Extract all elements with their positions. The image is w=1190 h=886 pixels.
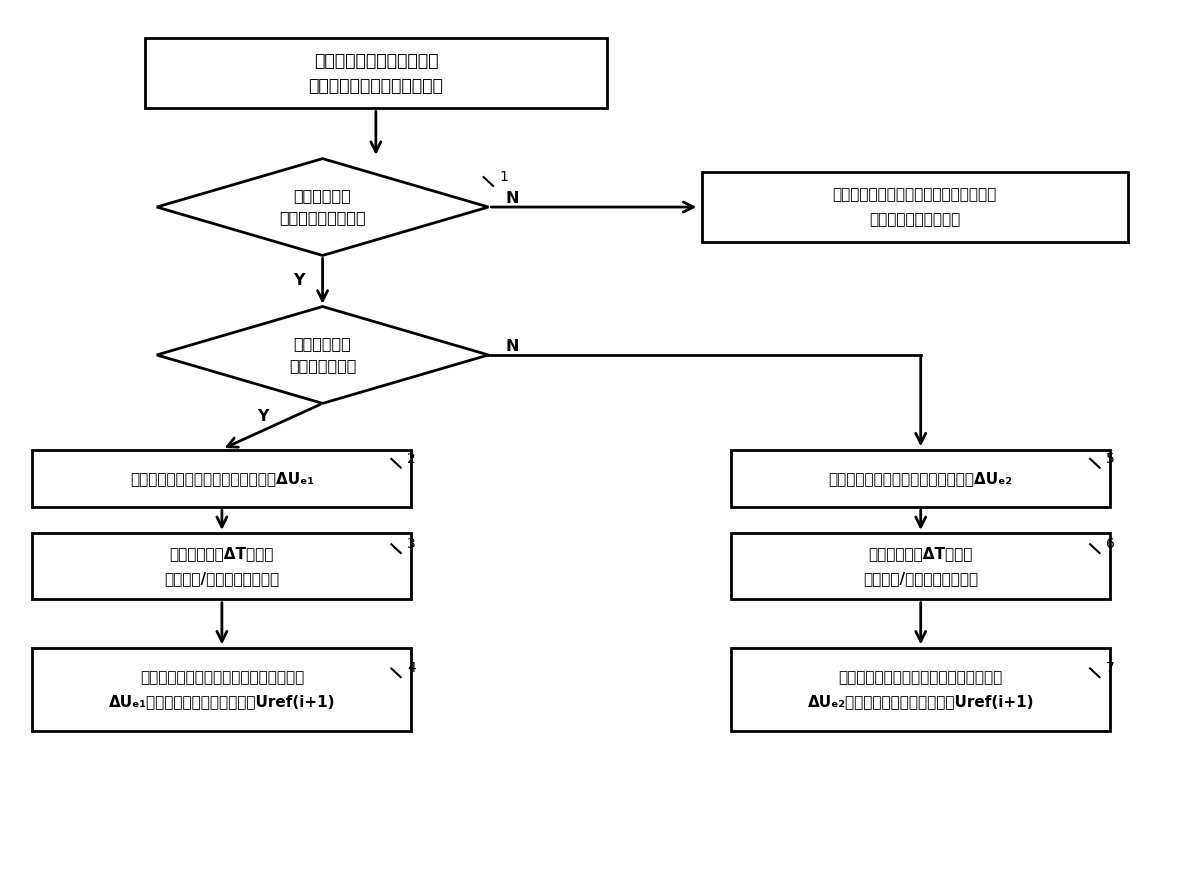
Text: N: N [506, 338, 519, 354]
Text: 投滤波器组或: 投滤波器组或 [294, 337, 351, 352]
FancyBboxPatch shape [32, 449, 412, 507]
Text: 滤波器组/电容器组切除稳定: 滤波器组/电容器组切除稳定 [863, 571, 978, 586]
Text: 延时指定时间ΔT以等待: 延时指定时间ΔT以等待 [869, 547, 973, 562]
Text: 7: 7 [1106, 661, 1115, 675]
Text: 根据预估目标电压与初始电压目标的偏差: 根据预估目标电压与初始电压目标的偏差 [139, 670, 303, 685]
Text: 电压波动调节无功输出: 电压波动调节无功输出 [869, 212, 960, 227]
Text: 直流控保无功控制策略不变: 直流控保无功控制策略不变 [314, 52, 438, 70]
FancyBboxPatch shape [731, 533, 1110, 599]
FancyBboxPatch shape [731, 648, 1110, 731]
Text: Y: Y [257, 409, 269, 424]
Polygon shape [157, 159, 488, 255]
Text: N: N [506, 190, 519, 206]
Text: 保持调相机电压控制目标不变，响应系统: 保持调相机电压控制目标不变，响应系统 [833, 187, 997, 202]
Text: 电容器组指令？: 电容器组指令？ [289, 359, 356, 374]
Text: 2: 2 [407, 452, 415, 466]
Text: ΔUₑ₂修正调相机的电压控制目标Uref(i+1): ΔUₑ₂修正调相机的电压控制目标Uref(i+1) [808, 695, 1034, 710]
FancyBboxPatch shape [702, 172, 1128, 242]
Polygon shape [157, 307, 488, 403]
Text: 延时指定时间ΔT以等待: 延时指定时间ΔT以等待 [170, 547, 274, 562]
Text: 1: 1 [500, 170, 508, 184]
Text: 3: 3 [407, 537, 415, 551]
Text: 根据预估目标电压与初始电压目标的偏差: 根据预估目标电压与初始电压目标的偏差 [839, 670, 1003, 685]
Text: 电容器组投切指令？: 电容器组投切指令？ [280, 211, 365, 226]
FancyBboxPatch shape [145, 38, 607, 108]
Text: 5: 5 [1106, 452, 1115, 466]
Text: 6: 6 [1106, 537, 1115, 551]
Text: 有滤波器组或: 有滤波器组或 [294, 189, 351, 204]
FancyBboxPatch shape [731, 449, 1110, 507]
Text: ΔUₑ₁修正调相机的电压控制目标Uref(i+1): ΔUₑ₁修正调相机的电压控制目标Uref(i+1) [108, 695, 336, 710]
Text: 4: 4 [407, 661, 415, 675]
Text: 预估目标电压与初始电压目标的偏差ΔUₑ₂: 预估目标电压与初始电压目标的偏差ΔUₑ₂ [828, 470, 1013, 486]
Text: 预估目标电压与初始电压目标的偏差ΔUₑ₁: 预估目标电压与初始电压目标的偏差ΔUₑ₁ [130, 470, 314, 486]
Text: Y: Y [293, 273, 305, 288]
Text: 滤波器组/电容器组投入稳定: 滤波器组/电容器组投入稳定 [164, 571, 280, 586]
FancyBboxPatch shape [32, 533, 412, 599]
Text: 调相机工作在定电压控制模式: 调相机工作在定电压控制模式 [308, 76, 444, 95]
FancyBboxPatch shape [32, 648, 412, 731]
